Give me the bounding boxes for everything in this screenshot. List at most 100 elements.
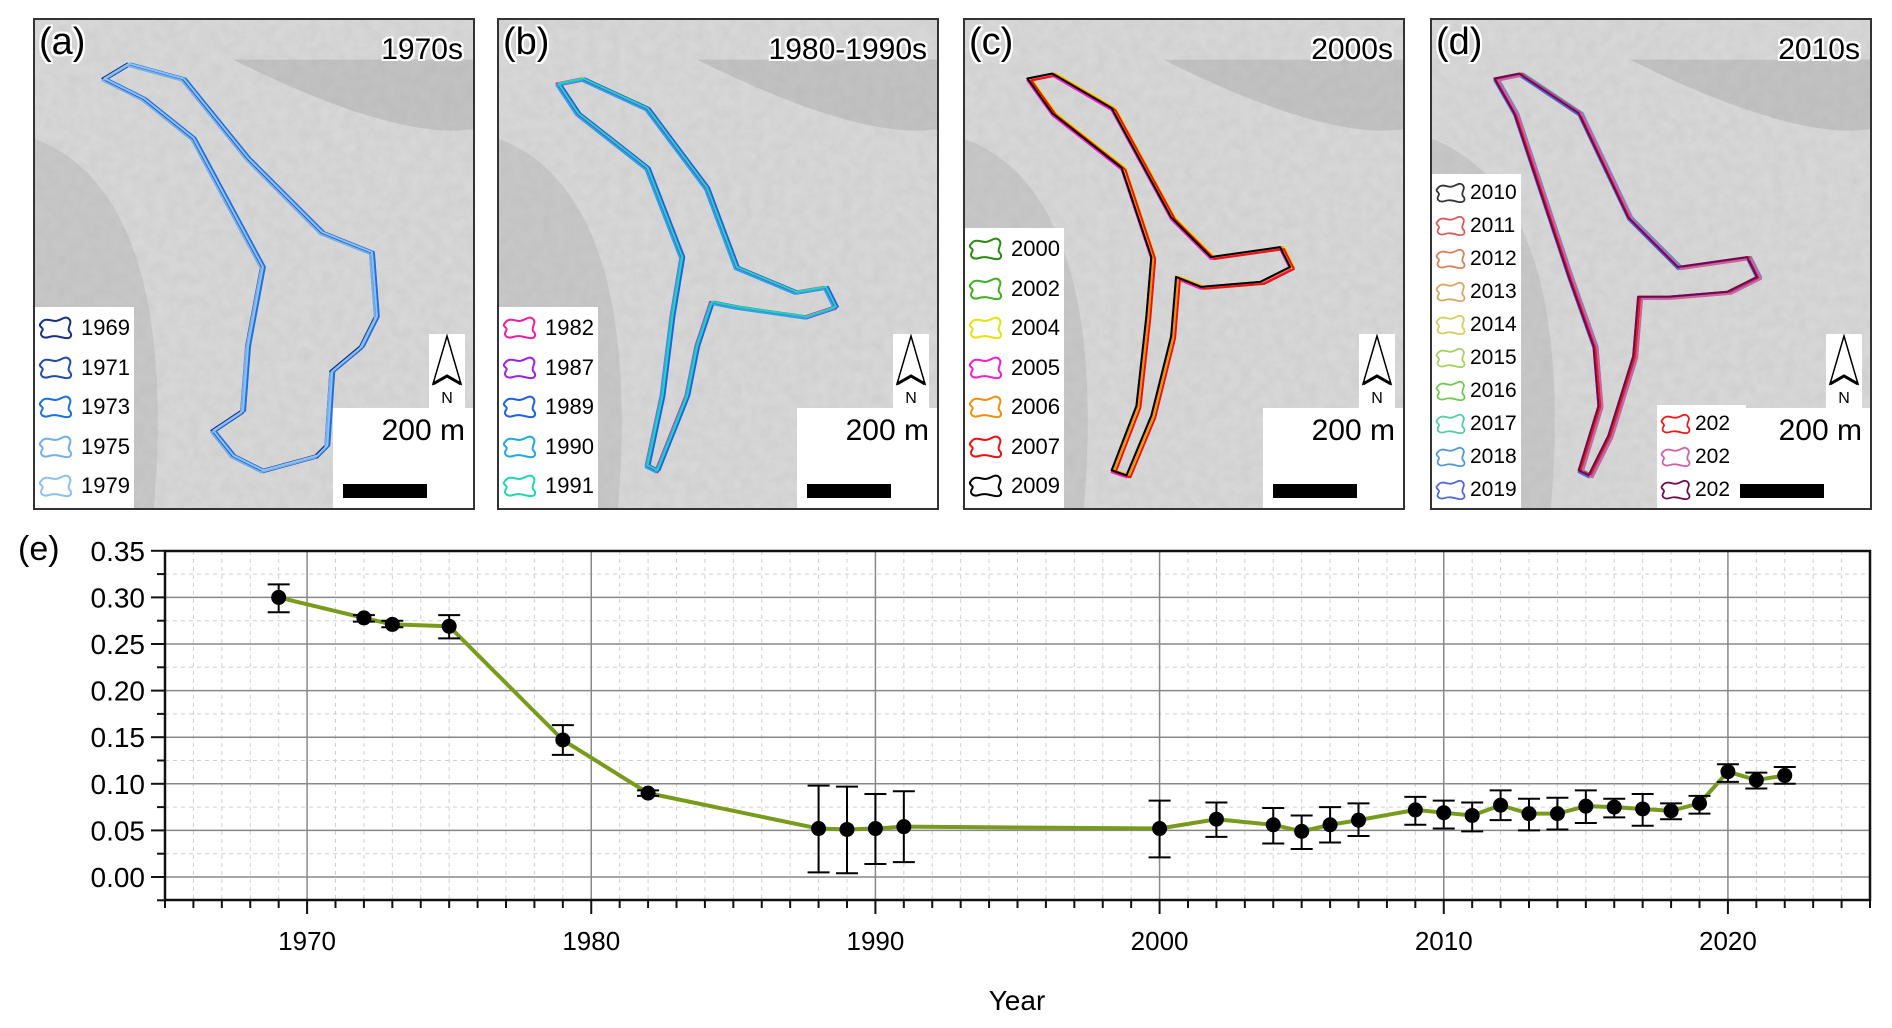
legend-year: 1989	[545, 394, 594, 420]
legend-item: 2004	[967, 309, 1060, 349]
marker	[384, 616, 400, 632]
outline-swatch-icon	[968, 395, 1003, 419]
series	[267, 583, 1796, 875]
legend-year: 1973	[81, 394, 130, 420]
marker	[1692, 795, 1707, 811]
data-point	[1347, 802, 1370, 837]
legend-year: 1969	[81, 315, 130, 341]
outline-swatch-icon	[1660, 479, 1691, 500]
outline-swatch-icon	[502, 356, 537, 379]
y-tick-label: 0.20	[91, 676, 146, 707]
panel-title: 2000s	[1311, 33, 1393, 66]
marker	[1606, 799, 1622, 815]
outline-2022	[1493, 72, 1759, 477]
data-point	[864, 793, 887, 865]
legend-item: 1987	[501, 348, 594, 388]
y-tick-label: 0.25	[91, 629, 146, 660]
outline-1990	[555, 79, 835, 474]
x-tick-label: 2020	[1699, 926, 1757, 956]
legend-year: 1991	[545, 473, 594, 499]
outline-1991	[557, 77, 837, 472]
outline-swatch-icon	[968, 474, 1003, 498]
legend: 1982 1987 1989 1990 1991	[499, 306, 598, 508]
data-point	[1205, 801, 1228, 838]
map-panel-d: (d) 2010s 2010 2011 2012 2013 2014 2015 2016 20…	[1430, 18, 1872, 510]
marker	[1351, 812, 1366, 828]
legend-item: 2011	[1434, 209, 1517, 242]
marker	[1208, 811, 1224, 827]
legend-item: 2016	[1434, 374, 1517, 407]
map-panel-a: (a) 1970s 1969 1971 1973 1975 1979 N 200 m	[33, 18, 475, 510]
data-point	[1319, 806, 1342, 844]
legend-year: 2010	[1470, 180, 1517, 204]
outline-1973	[105, 62, 380, 472]
outline-2007	[1030, 74, 1295, 479]
marker	[1777, 767, 1793, 783]
scale-bar-line	[1740, 484, 1824, 498]
outline-swatch-icon	[1435, 248, 1466, 269]
legend-item: 2007	[967, 427, 1060, 467]
legend-year: 1987	[545, 354, 594, 380]
outline-swatch-icon	[1660, 446, 1691, 467]
legend-year: 1990	[545, 433, 594, 459]
scale-bar: 200 m	[333, 408, 473, 508]
outline-swatch-icon	[1435, 182, 1466, 203]
data-point	[1461, 801, 1484, 833]
outline-swatch-icon	[38, 356, 73, 379]
data-point	[267, 583, 290, 614]
legend-item: 1969	[37, 309, 130, 349]
outline-1979	[103, 62, 378, 472]
marker	[1152, 821, 1168, 837]
marker	[1464, 807, 1480, 823]
scale-bar-line	[807, 484, 891, 498]
legend-item: 2013	[1434, 275, 1517, 308]
outline-swatch-icon	[1435, 215, 1466, 236]
outline-swatch-icon	[1435, 281, 1466, 302]
legend: 1969 1971 1973 1975 1979	[35, 306, 134, 508]
panel-label: (c)	[969, 21, 1014, 63]
data-point	[836, 785, 858, 875]
outline-swatch-icon	[502, 395, 537, 419]
legend-year: 2013	[1470, 279, 1517, 303]
legend-year: 2014	[1470, 312, 1517, 336]
legend-year: 2019	[1470, 477, 1517, 501]
outline-swatch-icon	[968, 356, 1003, 379]
data-point	[1546, 796, 1569, 831]
x-tick-label: 2000	[1131, 926, 1189, 956]
legend-year: 2016	[1470, 378, 1517, 402]
outline-swatch-icon	[968, 316, 1003, 340]
panel-title: 2010s	[1778, 33, 1860, 66]
scale-label: 200 m	[1778, 414, 1862, 447]
marker	[441, 618, 457, 634]
legend-year: 1982	[545, 315, 594, 341]
outline-swatch-icon	[38, 474, 73, 498]
data-point	[551, 724, 574, 756]
legend-item: 1975	[37, 427, 130, 467]
legend-item: 2009	[967, 467, 1060, 507]
legend-year: 2002	[1011, 275, 1060, 301]
panel-label: (a)	[39, 21, 86, 63]
scale-bar-line	[1273, 484, 1357, 498]
legend-item: 2018	[1434, 440, 1517, 473]
x-tick-label: 2010	[1415, 926, 1473, 956]
legend-item: 1989	[501, 388, 594, 428]
north-arrow-icon: N	[1359, 333, 1395, 408]
data-point	[807, 784, 830, 874]
data-point	[1688, 794, 1711, 815]
north-arrow-icon: N	[893, 333, 929, 408]
marker	[1549, 806, 1565, 822]
data-point	[1489, 789, 1512, 822]
legend-item: 1973	[37, 388, 130, 428]
y-tick-label: 0.05	[91, 815, 146, 846]
marker	[1265, 817, 1281, 833]
outline-swatch-icon	[1435, 446, 1466, 467]
outline-2021	[1497, 74, 1762, 479]
marker	[1521, 806, 1537, 822]
outline-swatch-icon	[968, 277, 1003, 300]
marker	[811, 821, 827, 837]
legend-item: 2012	[1434, 242, 1517, 275]
data-point	[1745, 771, 1768, 790]
outline-swatch-icon	[968, 237, 1003, 261]
legend-item: 1982	[501, 309, 594, 349]
legend-year: 2017	[1470, 411, 1517, 435]
